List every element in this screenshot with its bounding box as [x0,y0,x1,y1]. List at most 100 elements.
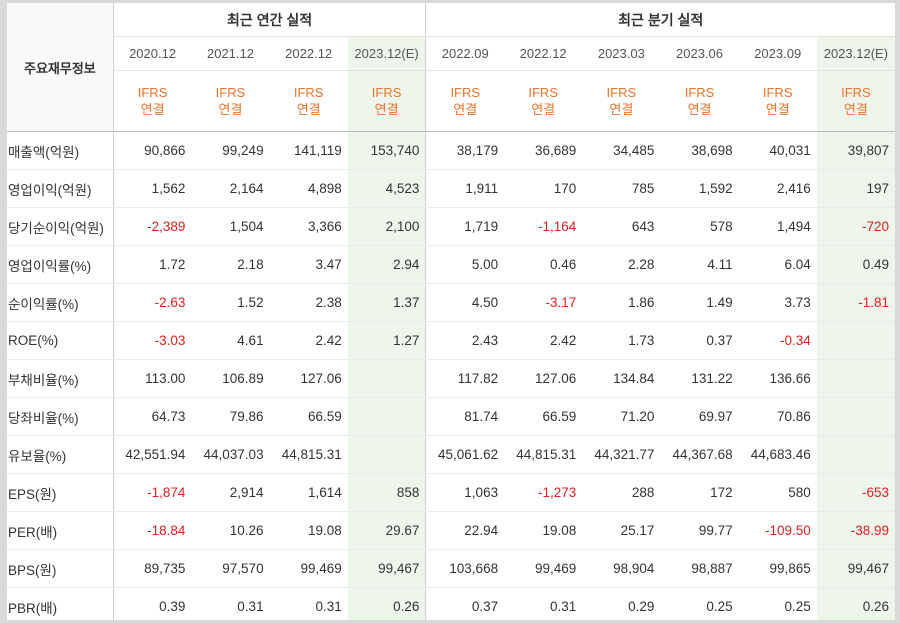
table-cell: 42,551.94 [113,435,192,474]
table-row: 영업이익률(%) 1.72 2.18 3.47 2.94 5.00 0.46 2.28 4.11… [7,245,895,284]
table-cell: 1.86 [582,283,661,322]
table-row: 매출액(억원) 90,866 99,249 141,119 153,740 38,179 3… [7,131,895,170]
table-cell: 99,865 [738,549,817,588]
table-cell: 4.61 [191,321,270,360]
table-cell: -720 [816,207,895,246]
table-cell: 5.00 [425,245,505,284]
table-cell: 44,815.31 [269,435,348,474]
table-cell: 25.17 [582,511,661,550]
row-label: 유보율(%) [7,435,114,474]
table-cell: 66.59 [504,397,583,436]
table-cell: 2.43 [425,321,505,360]
table-cell: 98,904 [582,549,661,588]
table-cell: 113.00 [113,359,192,398]
table-cell: 1,562 [113,169,192,208]
ifrs-consolidated-label: IFRS 연결 [582,70,661,132]
table-cell: 97,570 [191,549,270,588]
ifrs-consolidated-label: IFRS 연결 [347,70,427,132]
table-cell: 131.22 [660,359,739,398]
table-cell: 0.25 [738,587,817,620]
table-cell: 90,866 [113,131,192,170]
table-cell: 10.26 [191,511,270,550]
standard-scope: 연결 [296,102,321,117]
table-cell: 71.20 [582,397,661,436]
standard-scope: 연결 [218,102,243,117]
table-cell: 38,698 [660,131,739,170]
table-cell: -3.17 [504,283,583,322]
table-row: PER(배) -18.84 10.26 19.08 29.67 22.94 19.08 25.… [7,511,895,550]
table-cell: 81.74 [425,397,505,436]
table-cell: 44,815.31 [504,435,583,474]
table-cell: 0.37 [425,587,505,620]
table-row: EPS(원) -1,874 2,914 1,614 858 1,063 -1,273 288 1… [7,473,895,512]
standard-name: IFRS [528,85,558,100]
period-header: 2023.06 [660,36,739,71]
table-cell: 0.37 [660,321,739,360]
table-cell: 3.73 [738,283,817,322]
table-cell: 39,807 [816,131,895,170]
standard-scope: 연결 [687,102,712,117]
table-cell: 44,037.03 [191,435,270,474]
table-cell: 22.94 [425,511,505,550]
table-cell: 578 [660,207,739,246]
ifrs-consolidated-label: IFRS 연결 [269,70,348,132]
table-cell: 1,504 [191,207,270,246]
table-cell: -38.99 [816,511,895,550]
table-cell: 106.89 [191,359,270,398]
table-cell: -2,389 [113,207,192,246]
table-cell: 99.77 [660,511,739,550]
table-cell: -0.34 [738,321,817,360]
standard-scope: 연결 [140,102,165,117]
table-cell: 69.97 [660,397,739,436]
row-label: ROE(%) [7,321,114,360]
table-cell: 117.82 [425,359,505,398]
table-cell: 44,367.68 [660,435,739,474]
table-cell: -1.81 [816,283,895,322]
row-label: 당기순이익(억원) [7,207,114,246]
table-cell: 153,740 [347,131,427,170]
table-cell: 1.27 [347,321,427,360]
standard-scope: 연결 [765,102,790,117]
table-cell: -109.50 [738,511,817,550]
row-label: 순이익률(%) [7,283,114,322]
table-row: BPS(원) 89,735 97,570 99,469 99,467 103,668 99,… [7,549,895,588]
row-label: PER(배) [7,511,114,550]
ifrs-consolidated-label: IFRS 연결 [816,70,895,132]
table-cell: 288 [582,473,661,512]
standard-name: IFRS [606,85,637,100]
table-cell: 1,911 [425,169,505,208]
table-cell: 0.31 [191,587,270,620]
standard-scope: 연결 [843,102,868,117]
table-cell: 38,179 [425,131,505,170]
table-cell: 2,914 [191,473,270,512]
table-cell: 6.04 [738,245,817,284]
table-row: 부채비율(%) 113.00 106.89 127.06 117.82 127.06 134… [7,359,895,398]
period-header: 2023.12(E) [816,36,895,71]
table-cell [347,359,427,398]
table-cell: 29.67 [347,511,427,550]
table-cell: 1,494 [738,207,817,246]
standard-scope: 연결 [453,102,478,117]
table-cell [816,397,895,436]
annual-group-header: 최근 연간 실적 [113,3,427,37]
table-cell: 1.52 [191,283,270,322]
row-label: PBR(배) [7,587,114,620]
table-cell: -18.84 [113,511,192,550]
table-cell: 98,887 [660,549,739,588]
table-cell: 2,164 [191,169,270,208]
table-cell: 99,249 [191,131,270,170]
table-cell: 136.66 [738,359,817,398]
ifrs-consolidated-label: IFRS 연결 [738,70,817,132]
table-cell [347,397,427,436]
accounting-standard-row: IFRS 연결 IFRS 연결 IFRS 연결 IFRS 연결 IFRS 연결 IFRS 연결 IFRS… [7,70,895,132]
table-cell: 0.26 [816,587,895,620]
table-cell: 19.08 [504,511,583,550]
period-header: 2023.09 [738,36,817,71]
table-cell: 40,031 [738,131,817,170]
table-cell: 0.31 [504,587,583,620]
table-cell: 2.18 [191,245,270,284]
table-cell: 0.49 [816,245,895,284]
period-header: 2023.03 [582,36,661,71]
table-cell: -1,164 [504,207,583,246]
table-cell: -1,273 [504,473,583,512]
